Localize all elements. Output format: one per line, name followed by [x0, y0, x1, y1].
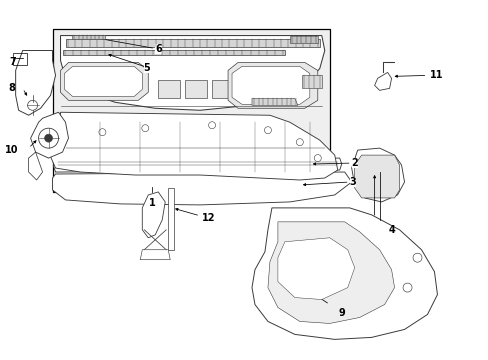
- Polygon shape: [351, 148, 404, 202]
- Polygon shape: [142, 192, 165, 238]
- Polygon shape: [374, 72, 391, 90]
- Text: 7: 7: [9, 58, 16, 67]
- Polygon shape: [140, 250, 170, 260]
- Text: 5: 5: [143, 63, 150, 73]
- Polygon shape: [16, 50, 56, 115]
- Text: 2: 2: [351, 158, 358, 168]
- Bar: [13, 54, 26, 66]
- Polygon shape: [61, 62, 148, 100]
- Text: 10: 10: [5, 145, 19, 155]
- Polygon shape: [72, 35, 105, 39]
- Polygon shape: [289, 36, 317, 42]
- Bar: [158, 80, 180, 98]
- Text: 3: 3: [349, 177, 356, 187]
- Polygon shape: [31, 112, 68, 158]
- Bar: [212, 80, 229, 98]
- Polygon shape: [64, 67, 142, 96]
- Polygon shape: [232, 67, 309, 104]
- Polygon shape: [52, 172, 351, 205]
- Polygon shape: [48, 112, 337, 180]
- Polygon shape: [168, 188, 174, 250]
- Polygon shape: [62, 50, 285, 55]
- Polygon shape: [251, 208, 437, 339]
- Bar: [52, 28, 329, 192]
- Text: 1: 1: [148, 198, 155, 208]
- Text: 12: 12: [202, 213, 215, 223]
- Polygon shape: [267, 222, 394, 323]
- Polygon shape: [227, 62, 317, 108]
- Polygon shape: [251, 98, 297, 105]
- Circle shape: [44, 134, 52, 142]
- Polygon shape: [61, 36, 324, 110]
- Text: 11: 11: [428, 71, 442, 80]
- Bar: [185, 80, 207, 98]
- Polygon shape: [354, 155, 399, 198]
- Text: 8: 8: [9, 84, 16, 93]
- Text: 4: 4: [387, 225, 394, 235]
- Polygon shape: [301, 75, 321, 88]
- Polygon shape: [277, 238, 354, 300]
- Text: 6: 6: [155, 44, 162, 54]
- Polygon shape: [65, 39, 319, 46]
- Text: 9: 9: [338, 307, 345, 318]
- Polygon shape: [29, 152, 42, 180]
- Polygon shape: [53, 158, 341, 172]
